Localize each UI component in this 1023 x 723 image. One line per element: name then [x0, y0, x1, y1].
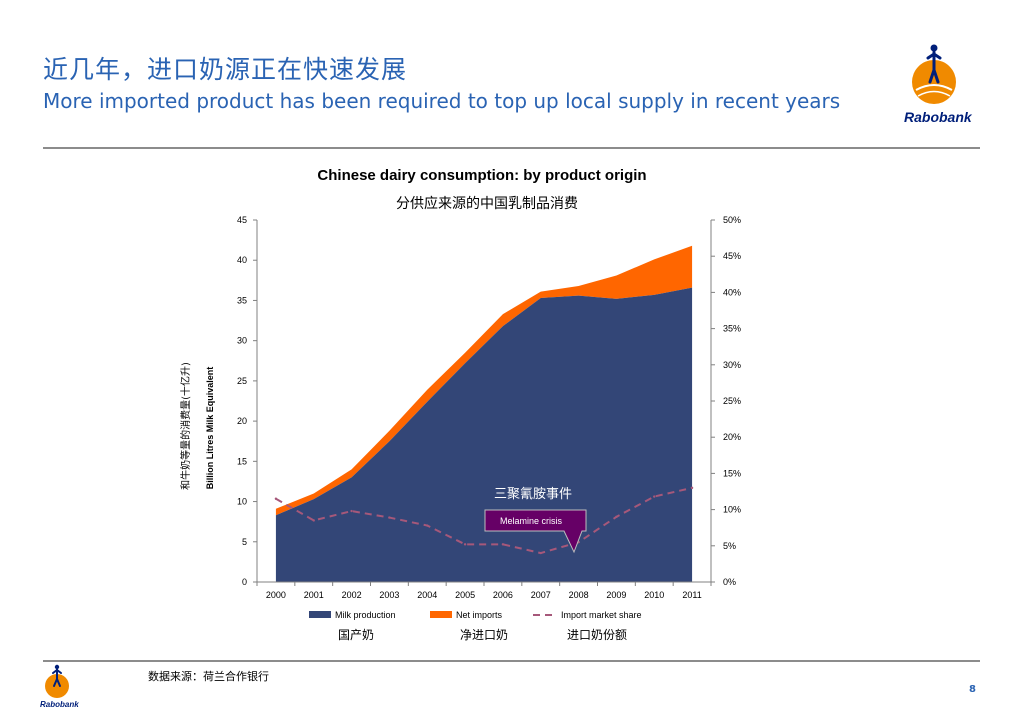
x-tick-label: 2010: [644, 590, 664, 600]
x-tick-label: 2005: [455, 590, 475, 600]
import-share-point: [274, 497, 278, 500]
slide-title-chinese: 近几年，进口奶源正在快速发展: [43, 55, 408, 84]
annotation-box: [484, 509, 587, 554]
legend-label: Import market share: [561, 610, 642, 620]
x-tick-label: 2006: [493, 590, 513, 600]
logo-small-wordmark: Rabobank: [40, 700, 79, 709]
logo-small-orange-disc: [45, 674, 69, 698]
rabobank-logo: Rabobank: [904, 44, 973, 125]
net-imports-area: [275, 245, 693, 516]
y2-tick-label: 5%: [723, 541, 736, 551]
import-share-point: [690, 486, 694, 490]
y-tick-label: 35: [237, 295, 247, 305]
milk-production-area: [275, 287, 693, 582]
import-share-point: [615, 515, 618, 519]
x-tick-label: 2004: [417, 590, 437, 600]
x-tick-label: 2001: [304, 590, 324, 600]
import-share-point: [426, 524, 429, 527]
y-tick-label: 0: [242, 577, 247, 587]
y2-tick-label: 15%: [723, 468, 741, 478]
melamine-callout: 三聚氰胺事件 Melamine crisis: [484, 486, 587, 554]
y-tick-label: 20: [237, 416, 247, 426]
x-tick-label: 2003: [379, 590, 399, 600]
y-tick-label: 15: [237, 456, 247, 466]
legend-label-chinese: 国产奶: [338, 628, 374, 642]
import-share-point: [539, 551, 542, 555]
x-tick-label: 2002: [342, 590, 362, 600]
import-share-point: [312, 519, 315, 522]
import-share-point: [653, 495, 656, 498]
y2-tick-label: 40%: [723, 287, 741, 297]
x-tick-label: 2009: [606, 590, 626, 600]
page-number: 8: [969, 684, 976, 695]
y-axis-label: Billion Litres Milk Equivalent: [205, 367, 215, 490]
y2-tick-label: 20%: [723, 432, 741, 442]
data-source-note: 数据来源：荷兰合作银行: [148, 670, 269, 683]
header-divider: [43, 147, 980, 149]
plot-area-layer: [275, 245, 693, 582]
legend-label: Milk production: [335, 610, 396, 620]
annotation-label-english: Melamine crisis: [500, 516, 563, 526]
y-axis-label-chinese: 和牛奶等量的消费量(十亿升): [179, 362, 192, 490]
y-tick-label: 45: [237, 215, 247, 225]
import-share-line: [275, 486, 693, 555]
y2-tick-label: 0%: [723, 577, 736, 587]
logo-wordmark: Rabobank: [904, 109, 973, 125]
axes-layer: 0 5 10 15 20 25 30 35 40 45 0% 5% 10% 15% 20% 25% 30% 35%…: [237, 215, 741, 600]
x-tick-label: 2011: [682, 590, 701, 600]
y2-tick-label: 45%: [723, 251, 741, 261]
y-tick-label: 25: [237, 376, 247, 386]
y2-tick-label: 50%: [723, 215, 741, 225]
import-share-point: [388, 516, 391, 519]
footer-divider: [43, 660, 980, 662]
legend-swatch: [309, 611, 331, 618]
y-tick-label: 30: [237, 336, 247, 346]
chart-legend: Milk production 国产奶 Net imports 净进口奶 Import …: [309, 610, 642, 642]
legend-swatch: [430, 611, 452, 618]
import-share-point: [501, 543, 505, 546]
y2-tick-label: 10%: [723, 505, 741, 515]
x-tick-label: 2007: [531, 590, 551, 600]
legend-label: Net imports: [456, 610, 503, 620]
import-share-point: [350, 509, 353, 513]
legend-label-chinese: 净进口奶: [460, 628, 508, 642]
chart-subtitle: 分供应来源的中国乳制品消费: [396, 195, 578, 212]
y-tick-label: 5: [242, 537, 247, 547]
y2-tick-label: 35%: [723, 324, 741, 334]
y2-tick-label: 25%: [723, 396, 741, 406]
y-tick-label: 10: [237, 497, 247, 507]
y-tick-label: 40: [237, 255, 247, 265]
import-share-point: [463, 543, 467, 546]
legend-label-chinese: 进口奶份额: [567, 628, 627, 642]
x-tick-label: 2000: [266, 590, 286, 600]
chart-title: Chinese dairy consumption: by product or…: [317, 167, 646, 184]
annotation-label-chinese: 三聚氰胺事件: [494, 486, 572, 502]
y2-tick-label: 30%: [723, 360, 741, 370]
x-tick-label: 2008: [569, 590, 589, 600]
rabobank-logo-small: Rabobank: [40, 664, 79, 709]
slide-title-english: More imported product has been required …: [43, 89, 841, 113]
